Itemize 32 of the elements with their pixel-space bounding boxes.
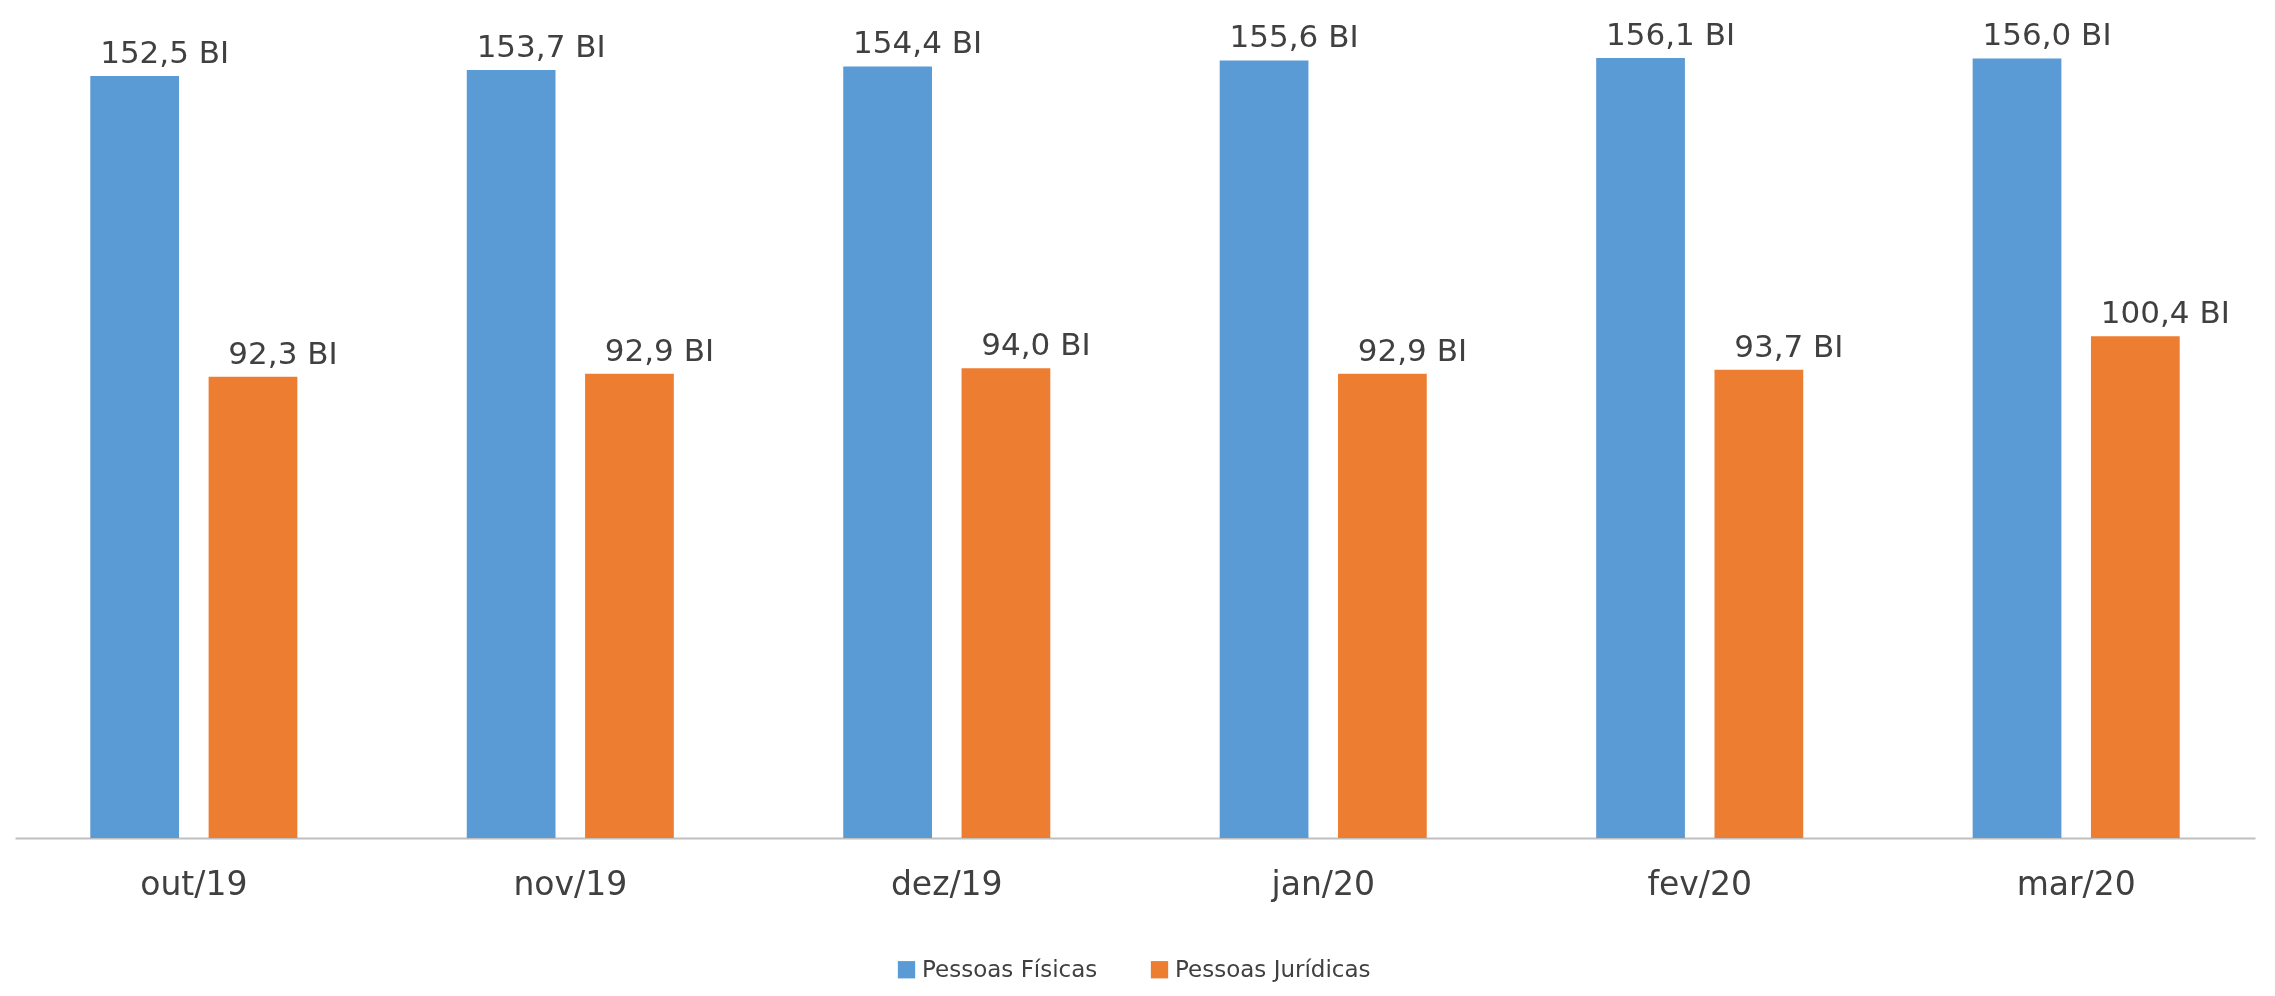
bar [585,373,674,838]
bar [466,69,556,838]
data-label: 92,9 BI [604,331,715,368]
bar [1714,369,1804,838]
legend-label: Pessoas Jurídicas [1175,955,1371,982]
bar [843,66,932,838]
data-label: 155,6 BI [1229,18,1359,55]
bar [90,75,180,838]
data-label: 93,7 BI [1734,327,1844,364]
x-tick-label: nov/19 [513,863,628,903]
x-tick-label: fev/20 [1647,863,1752,903]
bar [1338,373,1427,838]
data-label: 154,4 BI [853,24,983,61]
data-label: 94,0 BI [981,326,1091,363]
bar [961,368,1051,838]
legend-label: Pessoas Físicas [922,955,1098,982]
bar [208,376,298,838]
data-label: 92,9 BI [1357,331,1468,368]
data-label: 156,1 BI [1606,16,1736,52]
bar [1219,60,1309,838]
data-label: 92,3 BI [228,334,338,371]
bar [2090,336,2180,838]
data-label: 153,7 BI [476,27,606,64]
x-tick-label: mar/20 [2016,863,2136,903]
bar [1596,58,1685,838]
bar [1972,58,2062,838]
x-tick-label: jan/20 [1270,863,1375,903]
data-label: 152,5 BI [100,33,230,70]
x-tick-label: dez/19 [890,863,1003,903]
data-label: 156,0 BI [1982,16,2112,53]
x-tick-label: out/19 [140,863,248,903]
data-label: 100,4 BI [2100,294,2230,331]
